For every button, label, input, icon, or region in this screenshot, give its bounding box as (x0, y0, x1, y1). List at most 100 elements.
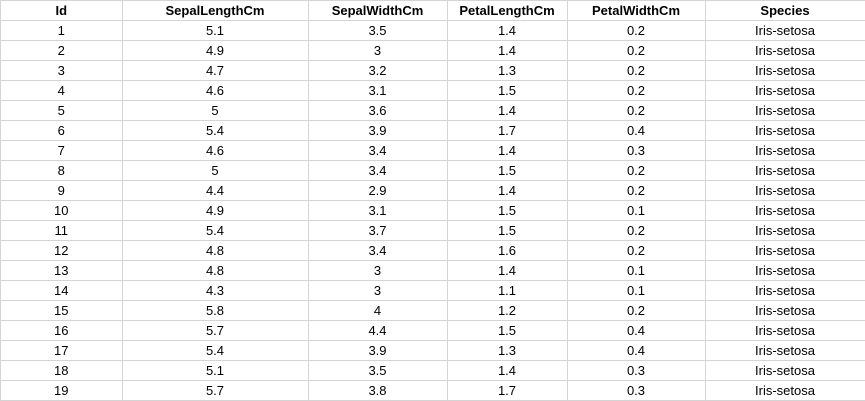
cell-species[interactable]: Iris-setosa (705, 260, 865, 281)
cell-id[interactable]: 13 (1, 260, 123, 281)
cell-petal-length[interactable]: 1.3 (447, 60, 568, 81)
cell-petal-length[interactable]: 1.4 (447, 100, 568, 121)
cell-sepal-length[interactable]: 5.4 (122, 120, 309, 141)
header-cell-sepal-width[interactable]: SepalWidthCm (308, 1, 448, 21)
cell-petal-width[interactable]: 0.3 (567, 140, 706, 161)
cell-species[interactable]: Iris-setosa (705, 140, 865, 161)
cell-sepal-width[interactable]: 3.8 (308, 380, 448, 401)
cell-petal-width[interactable]: 0.1 (567, 260, 706, 281)
cell-species[interactable]: Iris-setosa (705, 240, 865, 261)
cell-species[interactable]: Iris-setosa (705, 180, 865, 201)
cell-petal-width[interactable]: 0.2 (567, 20, 706, 41)
cell-sepal-length[interactable]: 5.8 (122, 300, 309, 321)
cell-species[interactable]: Iris-setosa (705, 80, 865, 101)
cell-sepal-length[interactable]: 5 (122, 160, 309, 181)
cell-petal-width[interactable]: 0.4 (567, 120, 706, 141)
cell-petal-length[interactable]: 1.2 (447, 300, 568, 321)
cell-sepal-width[interactable]: 3 (308, 40, 448, 61)
cell-petal-length[interactable]: 1.1 (447, 280, 568, 301)
cell-sepal-width[interactable]: 3.1 (308, 200, 448, 221)
cell-petal-length[interactable]: 1.7 (447, 380, 568, 401)
cell-petal-width[interactable]: 0.2 (567, 180, 706, 201)
cell-species[interactable]: Iris-setosa (705, 380, 865, 401)
header-cell-sepal-length[interactable]: SepalLengthCm (122, 1, 309, 21)
cell-sepal-length[interactable]: 5.4 (122, 220, 309, 241)
cell-species[interactable]: Iris-setosa (705, 300, 865, 321)
cell-id[interactable]: 12 (1, 240, 123, 261)
cell-id[interactable]: 1 (1, 20, 123, 41)
cell-id[interactable]: 10 (1, 200, 123, 221)
cell-petal-width[interactable]: 0.2 (567, 80, 706, 101)
cell-sepal-length[interactable]: 4.8 (122, 240, 309, 261)
cell-species[interactable]: Iris-setosa (705, 160, 865, 181)
cell-id[interactable]: 19 (1, 380, 123, 401)
cell-petal-length[interactable]: 1.4 (447, 260, 568, 281)
cell-sepal-width[interactable]: 3.7 (308, 220, 448, 241)
cell-petal-width[interactable]: 0.2 (567, 300, 706, 321)
cell-petal-width[interactable]: 0.3 (567, 380, 706, 401)
cell-sepal-length[interactable]: 5.1 (122, 20, 309, 41)
cell-id[interactable]: 7 (1, 140, 123, 161)
cell-sepal-length[interactable]: 5.4 (122, 340, 309, 361)
cell-sepal-length[interactable]: 4.6 (122, 140, 309, 161)
cell-petal-width[interactable]: 0.4 (567, 320, 706, 341)
cell-sepal-width[interactable]: 3 (308, 260, 448, 281)
cell-sepal-width[interactable]: 3.4 (308, 240, 448, 261)
cell-petal-length[interactable]: 1.4 (447, 360, 568, 381)
cell-species[interactable]: Iris-setosa (705, 40, 865, 61)
cell-petal-width[interactable]: 0.4 (567, 340, 706, 361)
cell-petal-length[interactable]: 1.4 (447, 40, 568, 61)
cell-petal-width[interactable]: 0.3 (567, 360, 706, 381)
cell-petal-length[interactable]: 1.3 (447, 340, 568, 361)
cell-petal-length[interactable]: 1.7 (447, 120, 568, 141)
header-cell-petal-width[interactable]: PetalWidthCm (567, 1, 706, 21)
cell-species[interactable]: Iris-setosa (705, 20, 865, 41)
cell-id[interactable]: 2 (1, 40, 123, 61)
cell-sepal-length[interactable]: 4.7 (122, 60, 309, 81)
cell-species[interactable]: Iris-setosa (705, 320, 865, 341)
cell-sepal-length[interactable]: 5.1 (122, 360, 309, 381)
cell-petal-width[interactable]: 0.2 (567, 240, 706, 261)
cell-sepal-width[interactable]: 3.5 (308, 20, 448, 41)
cell-id[interactable]: 8 (1, 160, 123, 181)
cell-petal-length[interactable]: 1.4 (447, 20, 568, 41)
cell-id[interactable]: 18 (1, 360, 123, 381)
cell-petal-width[interactable]: 0.1 (567, 280, 706, 301)
header-cell-petal-length[interactable]: PetalLengthCm (447, 1, 568, 21)
cell-sepal-length[interactable]: 4.9 (122, 40, 309, 61)
cell-sepal-width[interactable]: 3.4 (308, 140, 448, 161)
cell-id[interactable]: 14 (1, 280, 123, 301)
cell-petal-width[interactable]: 0.2 (567, 40, 706, 61)
cell-petal-width[interactable]: 0.1 (567, 200, 706, 221)
cell-id[interactable]: 5 (1, 100, 123, 121)
cell-sepal-length[interactable]: 4.4 (122, 180, 309, 201)
cell-petal-length[interactable]: 1.5 (447, 320, 568, 341)
cell-sepal-width[interactable]: 3.6 (308, 100, 448, 121)
cell-species[interactable]: Iris-setosa (705, 220, 865, 241)
cell-petal-length[interactable]: 1.6 (447, 240, 568, 261)
cell-petal-width[interactable]: 0.2 (567, 60, 706, 81)
cell-sepal-width[interactable]: 4.4 (308, 320, 448, 341)
cell-petal-width[interactable]: 0.2 (567, 100, 706, 121)
cell-petal-length[interactable]: 1.5 (447, 200, 568, 221)
cell-sepal-length[interactable]: 5 (122, 100, 309, 121)
cell-petal-length[interactable]: 1.5 (447, 220, 568, 241)
cell-id[interactable]: 11 (1, 220, 123, 241)
cell-petal-length[interactable]: 1.5 (447, 160, 568, 181)
cell-species[interactable]: Iris-setosa (705, 200, 865, 221)
cell-sepal-width[interactable]: 2.9 (308, 180, 448, 201)
cell-sepal-length[interactable]: 4.9 (122, 200, 309, 221)
cell-sepal-width[interactable]: 3.9 (308, 340, 448, 361)
cell-species[interactable]: Iris-setosa (705, 360, 865, 381)
header-cell-id[interactable]: Id (1, 1, 123, 21)
cell-species[interactable]: Iris-setosa (705, 280, 865, 301)
cell-petal-length[interactable]: 1.4 (447, 140, 568, 161)
cell-id[interactable]: 3 (1, 60, 123, 81)
cell-species[interactable]: Iris-setosa (705, 100, 865, 121)
cell-sepal-width[interactable]: 3.9 (308, 120, 448, 141)
cell-sepal-length[interactable]: 5.7 (122, 380, 309, 401)
cell-id[interactable]: 16 (1, 320, 123, 341)
cell-species[interactable]: Iris-setosa (705, 340, 865, 361)
cell-sepal-width[interactable]: 3.1 (308, 80, 448, 101)
cell-sepal-length[interactable]: 4.6 (122, 80, 309, 101)
